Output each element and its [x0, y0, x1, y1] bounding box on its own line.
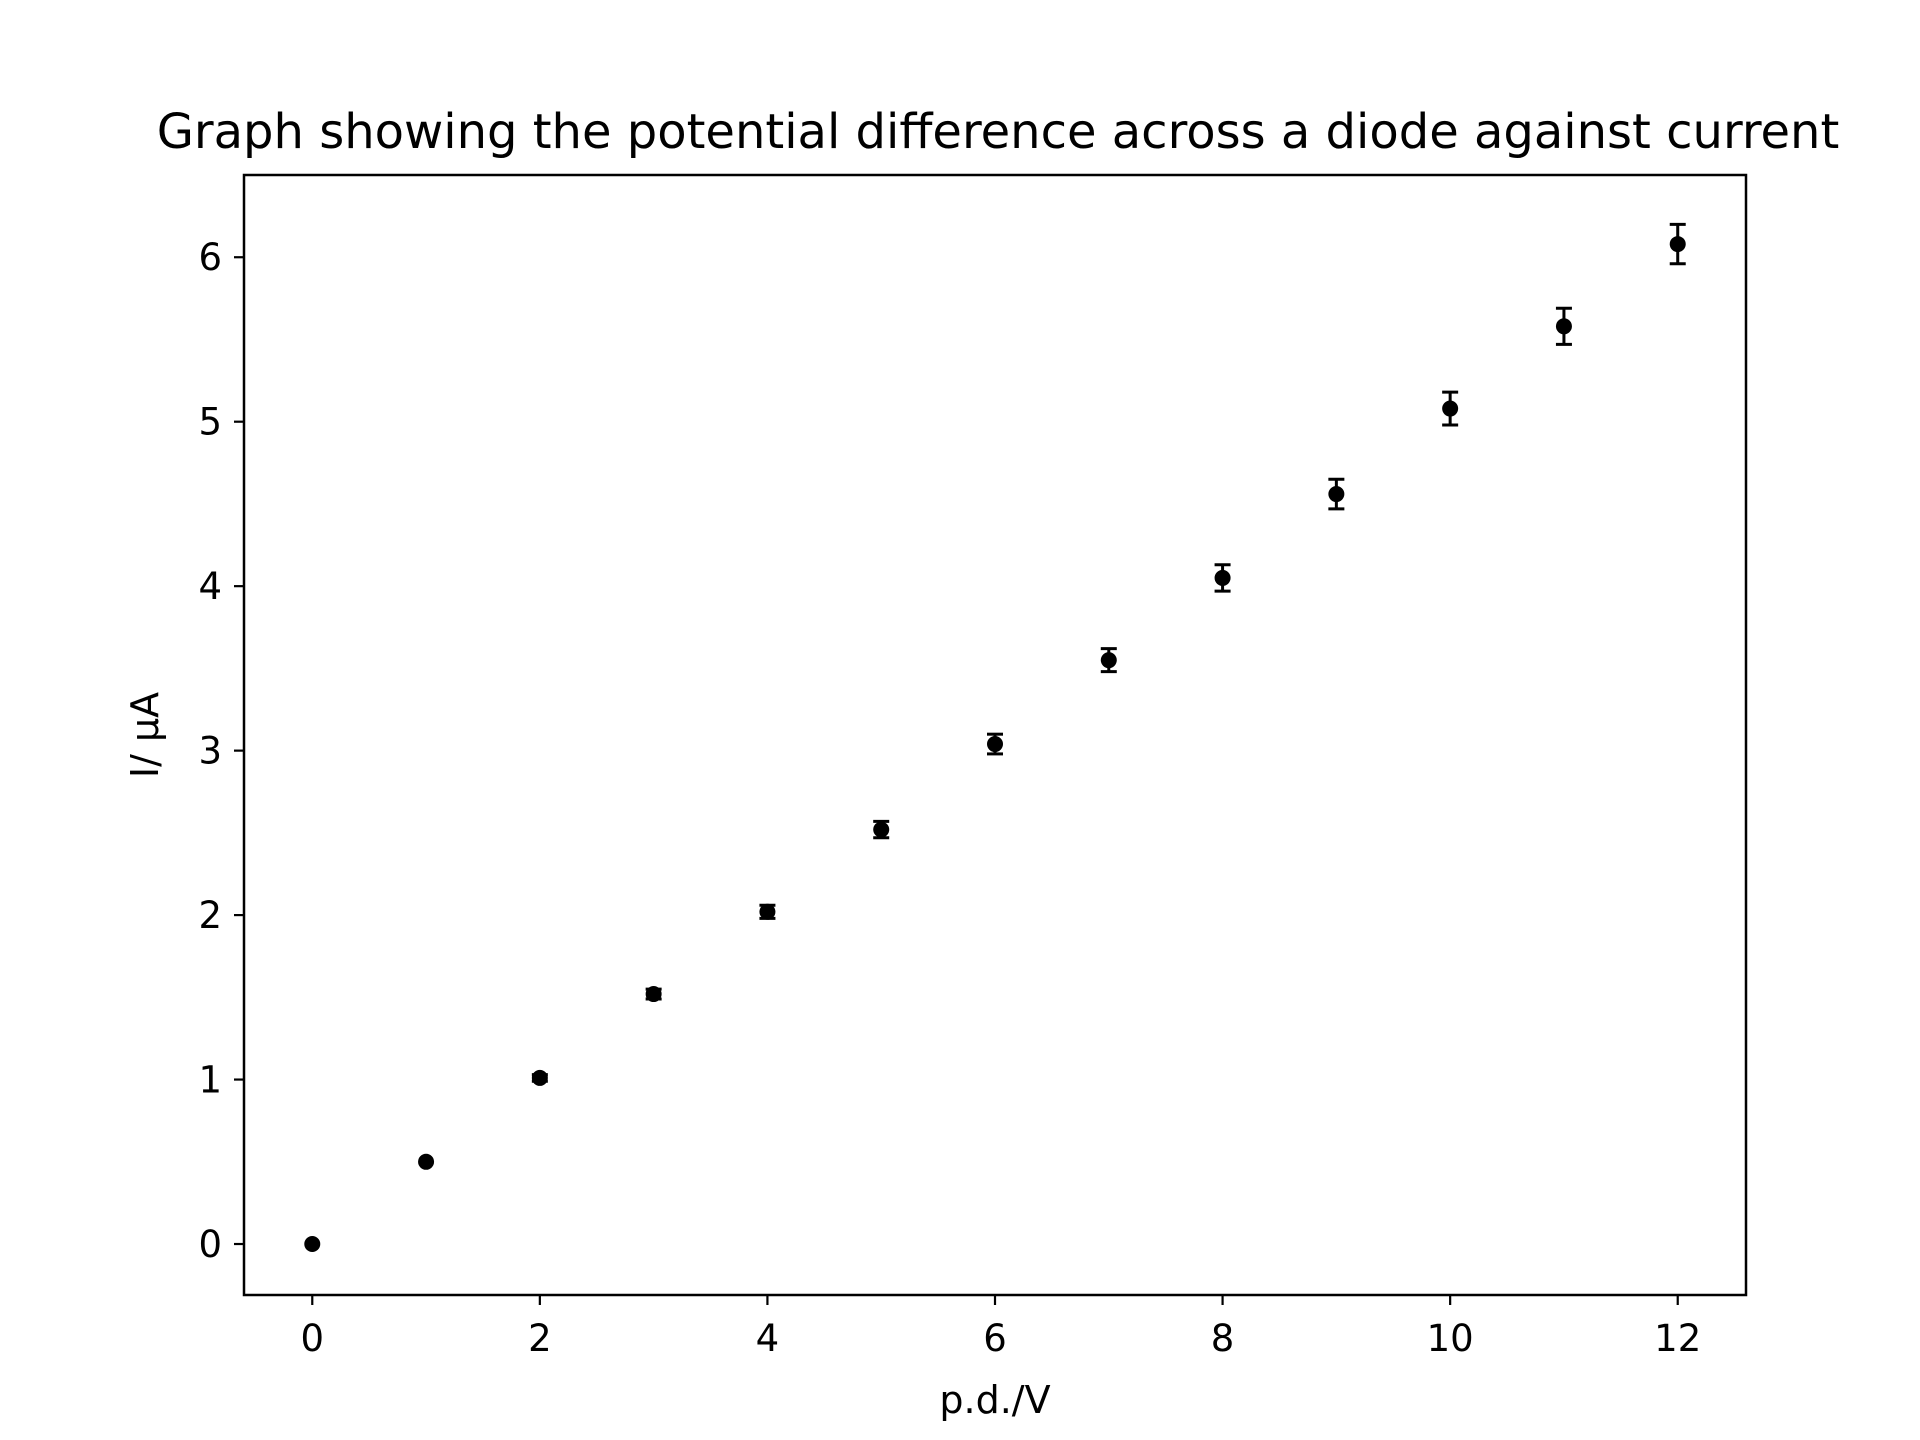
- y-tick-label: 2: [198, 894, 222, 937]
- data-point: [759, 903, 776, 920]
- x-axis: 0 2 4 6 8 10 12: [300, 1295, 1701, 1360]
- y-tick-label: 3: [198, 730, 222, 773]
- y-tick-label: 4: [198, 565, 222, 608]
- x-axis-label: p.d./V: [939, 1378, 1050, 1422]
- x-tick-label: 10: [1427, 1317, 1474, 1360]
- x-tick-label: 6: [983, 1317, 1007, 1360]
- y-tick-label: 1: [198, 1059, 222, 1102]
- data-point: [304, 1236, 321, 1253]
- data-point: [1442, 400, 1459, 417]
- x-tick-label: 0: [300, 1317, 324, 1360]
- y-tick-label: 0: [198, 1223, 222, 1266]
- x-tick-label: 4: [756, 1317, 780, 1360]
- x-tick-label: 12: [1654, 1317, 1701, 1360]
- data-point: [1328, 486, 1345, 503]
- x-tick-label: 8: [1211, 1317, 1235, 1360]
- data-point: [1100, 652, 1117, 669]
- data-point: [987, 736, 1003, 753]
- data-point: [1555, 318, 1572, 335]
- y-tick-label: 5: [198, 401, 222, 444]
- data-point: [873, 821, 890, 838]
- chart-title: Graph showing the potential difference a…: [157, 104, 1840, 160]
- y-axis: 0 1 2 3 4 5 6: [198, 236, 244, 1266]
- data-point: [418, 1153, 435, 1170]
- data-point: [1214, 569, 1231, 586]
- data-point: [1669, 236, 1686, 253]
- y-axis-label: I/ μA: [123, 692, 167, 778]
- data-point: [645, 986, 662, 1003]
- y-tick-label: 6: [198, 236, 222, 279]
- data-point: [531, 1069, 548, 1086]
- data-points: [304, 222, 1686, 1253]
- x-tick-label: 2: [528, 1317, 552, 1360]
